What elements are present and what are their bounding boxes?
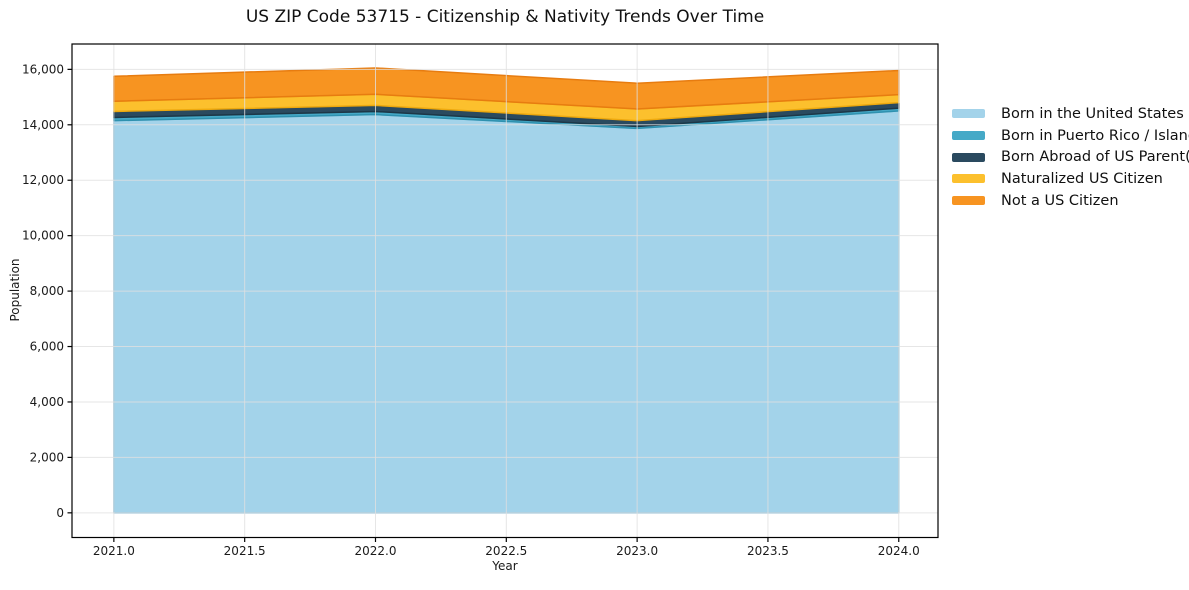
legend-item-naturalized-us-citizen: Naturalized US Citizen <box>952 168 1189 190</box>
y-tick-label: 10,000 <box>22 229 64 243</box>
legend-label: Born in Puerto Rico / Islands <box>1001 127 1189 144</box>
x-tick-label: 2023.5 <box>747 544 789 558</box>
y-tick-label: 12,000 <box>22 173 64 187</box>
y-tick-label: 8,000 <box>30 284 64 298</box>
legend-label: Not a US Citizen <box>1001 192 1119 209</box>
legend-item-born-in-the-united-states: Born in the United States <box>952 103 1189 125</box>
legend-swatch <box>952 196 985 206</box>
y-axis-label: Population <box>8 258 22 322</box>
x-axis-label: Year <box>492 559 518 573</box>
legend-label: Naturalized US Citizen <box>1001 170 1163 187</box>
x-tick-label: 2024.0 <box>878 544 920 558</box>
legend-swatch <box>952 131 985 141</box>
x-tick-label: 2022.0 <box>354 544 396 558</box>
x-tick-label: 2021.0 <box>93 544 135 558</box>
legend: Born in the United States Born in Puerto … <box>952 103 1189 211</box>
y-tick-label: 0 <box>56 506 64 520</box>
legend-label: Born Abroad of US Parent(s) <box>1001 149 1189 166</box>
y-tick-label: 16,000 <box>22 62 64 76</box>
y-tick-label: 6,000 <box>30 340 64 354</box>
y-tick-label: 2,000 <box>30 450 64 464</box>
legend-label: Born in the United States <box>1001 105 1184 122</box>
legend-swatch <box>952 174 985 184</box>
y-tick-label: 14,000 <box>22 118 64 132</box>
y-tick-label: 4,000 <box>30 395 64 409</box>
legend-swatch <box>952 109 985 119</box>
legend-item-born-abroad-of-us-parent-s: Born Abroad of US Parent(s) <box>952 146 1189 168</box>
x-tick-label: 2022.5 <box>485 544 527 558</box>
legend-item-born-in-puerto-rico-islands: Born in Puerto Rico / Islands <box>952 125 1189 147</box>
legend-item-not-a-us-citizen: Not a US Citizen <box>952 190 1189 212</box>
x-tick-label: 2021.5 <box>224 544 266 558</box>
chart-title: US ZIP Code 53715 - Citizenship & Nativi… <box>245 7 765 27</box>
x-tick-label: 2023.0 <box>616 544 658 558</box>
legend-swatch <box>952 152 985 162</box>
